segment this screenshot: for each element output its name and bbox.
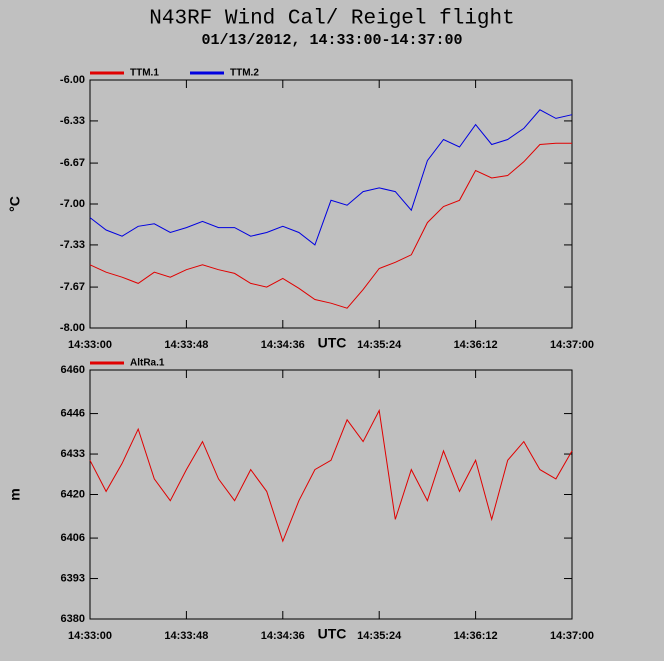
legend-label: TTM.1 — [130, 68, 159, 79]
y-tick-label: -6.33 — [60, 115, 85, 127]
x-tick-label: 14:33:48 — [164, 339, 208, 351]
data-line — [89, 109, 573, 246]
y-tick-label: 6406 — [61, 532, 85, 544]
y-tick-label: -6.00 — [60, 74, 85, 86]
y-tick-label: -8.00 — [60, 322, 85, 334]
x-axis-label: UTC — [318, 335, 347, 351]
y-tick-label: 6380 — [61, 613, 85, 625]
x-tick-label: 14:37:00 — [550, 339, 594, 351]
x-tick-label: 14:37:00 — [550, 630, 594, 642]
y-axis-label: m — [7, 488, 23, 500]
x-tick-label: 14:33:00 — [68, 630, 112, 642]
y-tick-label: -7.00 — [60, 198, 85, 210]
data-line — [89, 142, 572, 309]
y-tick-label: -6.67 — [60, 157, 85, 169]
x-tick-label: 14:36:12 — [454, 339, 498, 351]
y-tick-label: -7.67 — [60, 281, 85, 293]
data-line — [89, 408, 573, 543]
x-tick-label: 14:33:00 — [68, 339, 112, 351]
y-axis-label: °C — [7, 196, 23, 212]
legend-label: TTM.2 — [230, 68, 259, 79]
y-tick-label: 6433 — [61, 448, 85, 460]
x-tick-label: 14:35:24 — [357, 630, 402, 642]
legend-label: AltRa.1 — [130, 358, 165, 369]
chart-title: N43RF Wind Cal/ Reigel flight — [149, 8, 514, 31]
x-tick-label: 14:33:48 — [164, 630, 208, 642]
x-axis-label: UTC — [318, 626, 347, 642]
y-tick-label: 6393 — [61, 572, 85, 584]
x-tick-label: 14:35:24 — [357, 339, 402, 351]
y-tick-label: 6446 — [61, 407, 85, 419]
y-tick-label: 6420 — [61, 488, 85, 500]
x-tick-label: 14:34:36 — [261, 630, 305, 642]
chart-subtitle: 01/13/2012, 14:33:00-14:37:00 — [201, 32, 462, 49]
x-tick-label: 14:34:36 — [261, 339, 305, 351]
y-tick-label: -7.33 — [60, 239, 85, 251]
y-tick-label: 6460 — [61, 364, 85, 376]
x-tick-label: 14:36:12 — [454, 630, 498, 642]
